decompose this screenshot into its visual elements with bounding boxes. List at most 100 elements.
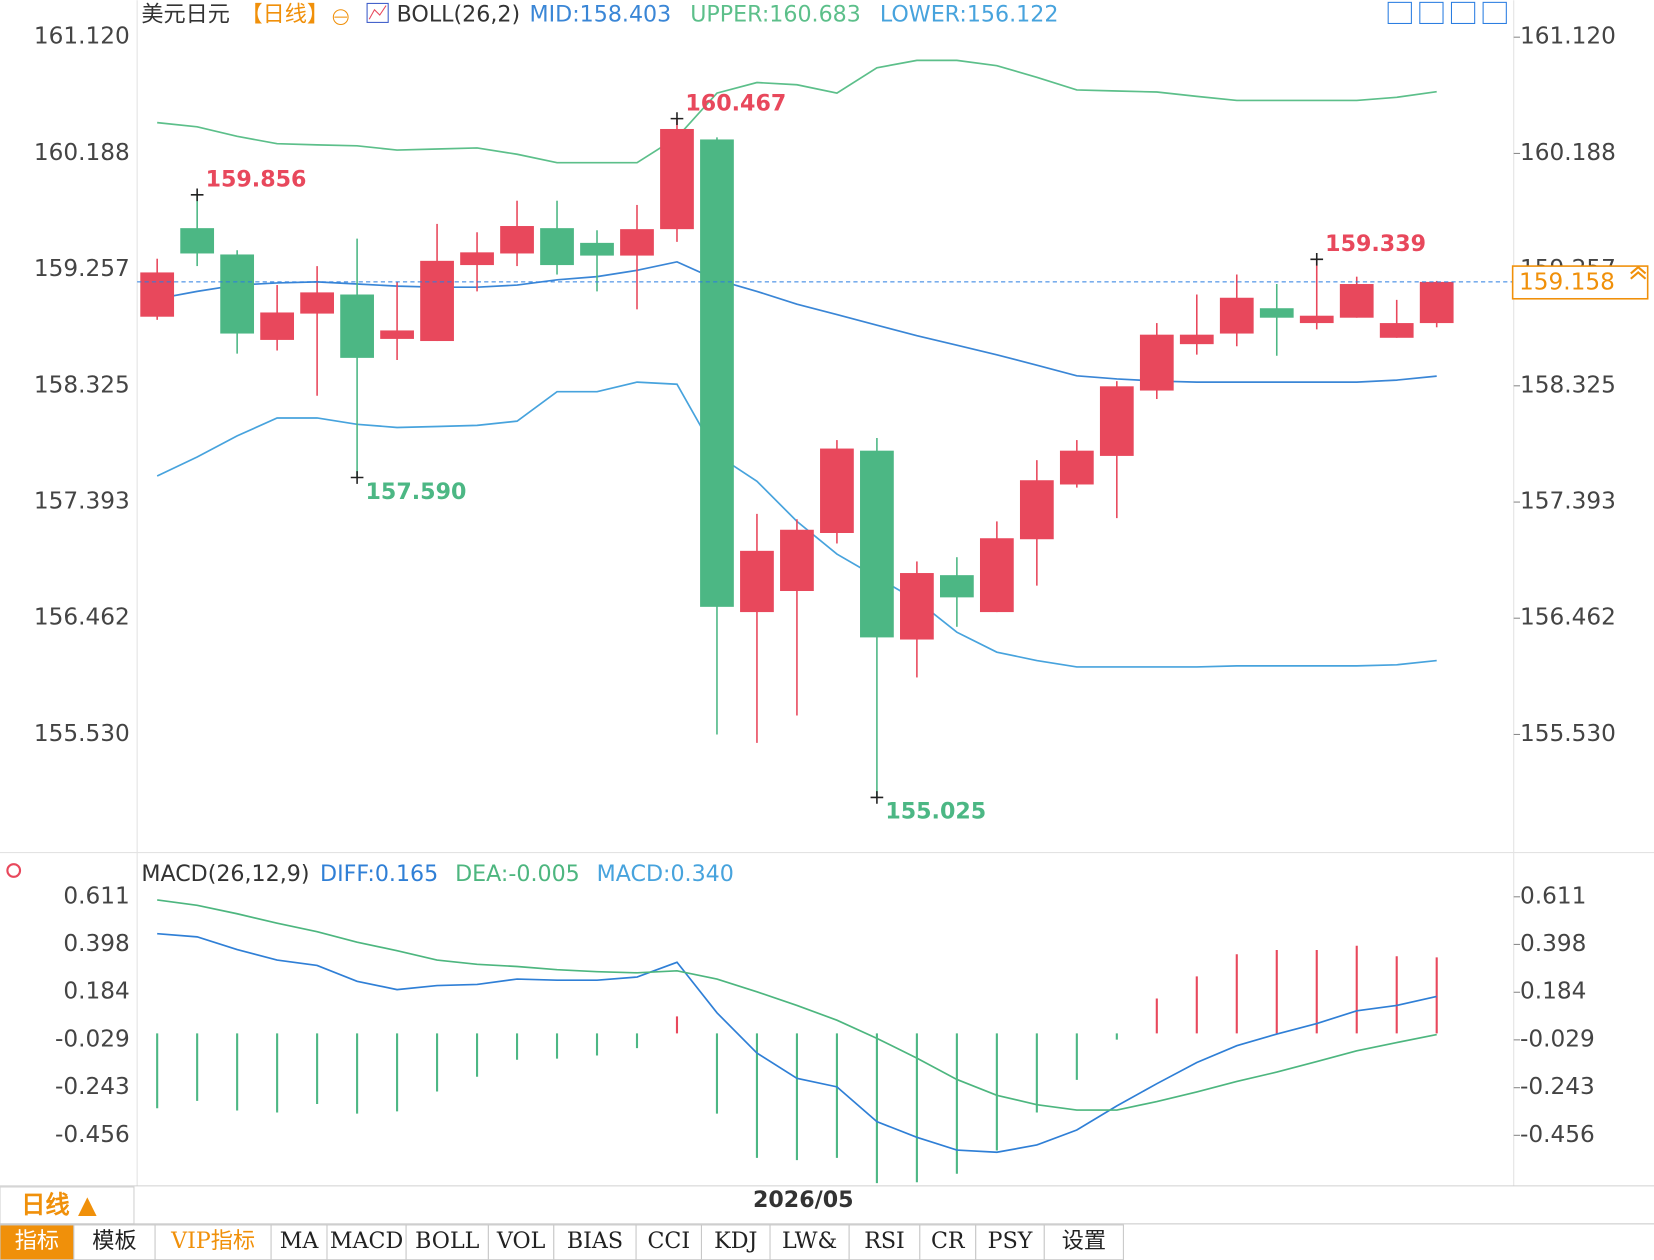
tool-icon[interactable] bbox=[1387, 1, 1412, 24]
candle-body bbox=[660, 128, 694, 230]
legend-entry: DEA:-0.005 bbox=[455, 861, 580, 887]
candle-body bbox=[740, 550, 774, 613]
tab-label[interactable]: 指标 bbox=[15, 1228, 59, 1254]
tab[interactable] bbox=[700, 1224, 771, 1260]
tab-label[interactable]: VIP指标 bbox=[170, 1228, 255, 1254]
tab[interactable] bbox=[326, 1224, 407, 1260]
legend-entry: MACD:0.340 bbox=[597, 861, 734, 887]
candle-body bbox=[1379, 323, 1414, 338]
symbol-title: 美元日元 bbox=[141, 2, 230, 28]
tab-label[interactable]: LW& bbox=[782, 1228, 837, 1254]
y-tick-label-left: 157.393 bbox=[34, 488, 130, 515]
legend-entry: UPPER:160.683 bbox=[690, 2, 861, 28]
extreme-marker bbox=[870, 791, 884, 804]
candle-body bbox=[220, 254, 255, 334]
candle-body bbox=[180, 228, 215, 254]
tab[interactable] bbox=[553, 1224, 637, 1260]
tab-label[interactable]: 设置 bbox=[1062, 1228, 1106, 1254]
candle-body bbox=[500, 226, 534, 254]
tab-label[interactable]: CR bbox=[931, 1228, 966, 1254]
candle-body bbox=[380, 330, 414, 339]
y-tick-label-left: -0.456 bbox=[55, 1121, 130, 1148]
y-tick-label-right: 0.398 bbox=[1520, 930, 1586, 957]
extreme-label: 160.467 bbox=[685, 90, 786, 116]
tab[interactable] bbox=[73, 1224, 156, 1260]
candle-body bbox=[1099, 386, 1134, 456]
x-tick-label: 2026/05 bbox=[753, 1187, 854, 1213]
legend-entry: DIFF:0.165 bbox=[320, 861, 438, 887]
settings-icon[interactable] bbox=[6, 863, 22, 878]
candle-body bbox=[1139, 334, 1174, 391]
candle-body bbox=[540, 228, 574, 266]
candle-body bbox=[260, 312, 295, 340]
period-button[interactable] bbox=[0, 1186, 135, 1225]
period-button-label[interactable]: 日线 ▲ bbox=[21, 1190, 97, 1219]
tab-label[interactable]: 模板 bbox=[92, 1228, 136, 1254]
period-label[interactable]: 【日线】 bbox=[241, 2, 330, 28]
candle-body bbox=[620, 229, 654, 256]
candle-body bbox=[300, 292, 334, 314]
tab[interactable] bbox=[975, 1224, 1045, 1260]
tool-icon[interactable] bbox=[1450, 1, 1476, 24]
y-tick-label-right: 156.462 bbox=[1520, 604, 1616, 631]
y-tick-label-right: 160.188 bbox=[1520, 139, 1616, 166]
tab-label[interactable]: MACD bbox=[330, 1228, 403, 1254]
candle-body bbox=[420, 260, 454, 342]
extreme-label: 159.339 bbox=[1325, 231, 1426, 257]
tool-icon[interactable] bbox=[1482, 1, 1507, 24]
tab-label[interactable]: BOLL bbox=[415, 1228, 480, 1254]
candle-body bbox=[860, 450, 894, 638]
y-tick-label-left: 161.120 bbox=[34, 23, 130, 50]
last-price-arrow bbox=[1630, 265, 1647, 280]
indicator-line bbox=[157, 260, 1437, 383]
tab-label[interactable]: PSY bbox=[988, 1228, 1033, 1254]
toolbar-icons bbox=[1387, 1, 1507, 24]
tab[interactable] bbox=[270, 1224, 328, 1260]
y-tick-label-right: 157.393 bbox=[1520, 488, 1616, 515]
extreme-marker bbox=[670, 112, 684, 125]
tab-label[interactable]: KDJ bbox=[714, 1228, 757, 1254]
tab-label[interactable]: RSI bbox=[864, 1228, 905, 1254]
candle-body bbox=[700, 139, 734, 607]
last-price-box bbox=[1511, 265, 1649, 300]
y-tick-label-left: -0.243 bbox=[55, 1073, 130, 1100]
tab[interactable] bbox=[1043, 1224, 1124, 1260]
candle-body bbox=[820, 448, 854, 534]
period-icon[interactable] bbox=[332, 9, 349, 26]
tab-label[interactable]: CCI bbox=[647, 1228, 690, 1254]
last-price-label: 159.158 bbox=[1519, 268, 1615, 295]
candle-body bbox=[580, 242, 614, 256]
tab[interactable] bbox=[635, 1224, 703, 1260]
candle-body bbox=[1059, 450, 1094, 485]
candle-body bbox=[1179, 334, 1214, 345]
y-tick-label-right: 158.325 bbox=[1520, 371, 1616, 398]
tool-icon[interactable] bbox=[1419, 1, 1444, 24]
indicator-icon bbox=[368, 5, 387, 20]
indicator-line bbox=[157, 59, 1437, 164]
tab[interactable] bbox=[154, 1224, 272, 1260]
candle-body bbox=[780, 529, 814, 592]
candle-body bbox=[940, 575, 974, 598]
candle-body bbox=[1419, 281, 1454, 324]
tab[interactable] bbox=[487, 1224, 555, 1260]
tab[interactable] bbox=[848, 1224, 921, 1260]
y-tick-label-right: -0.456 bbox=[1520, 1121, 1595, 1148]
legend-entry: LOWER:156.122 bbox=[880, 2, 1059, 28]
extreme-marker bbox=[190, 188, 204, 202]
candle-body bbox=[1219, 297, 1254, 334]
extreme-marker bbox=[1310, 253, 1324, 266]
y-tick-label-left: 0.398 bbox=[63, 930, 129, 957]
tab-label[interactable]: MA bbox=[280, 1228, 320, 1254]
y-tick-label-left: 155.530 bbox=[34, 720, 130, 747]
tab-label[interactable]: BIAS bbox=[567, 1228, 623, 1254]
y-tick-label-left: 0.184 bbox=[63, 978, 129, 1005]
extreme-label: 157.590 bbox=[366, 479, 467, 505]
y-tick-label-right: 155.530 bbox=[1520, 720, 1616, 747]
y-tick-label-left: 156.462 bbox=[34, 604, 130, 631]
tab[interactable] bbox=[919, 1224, 977, 1260]
y-tick-label-right: -0.243 bbox=[1520, 1073, 1595, 1100]
tab-label[interactable]: VOL bbox=[496, 1228, 546, 1254]
legend-entry: MID:158.403 bbox=[530, 2, 672, 28]
